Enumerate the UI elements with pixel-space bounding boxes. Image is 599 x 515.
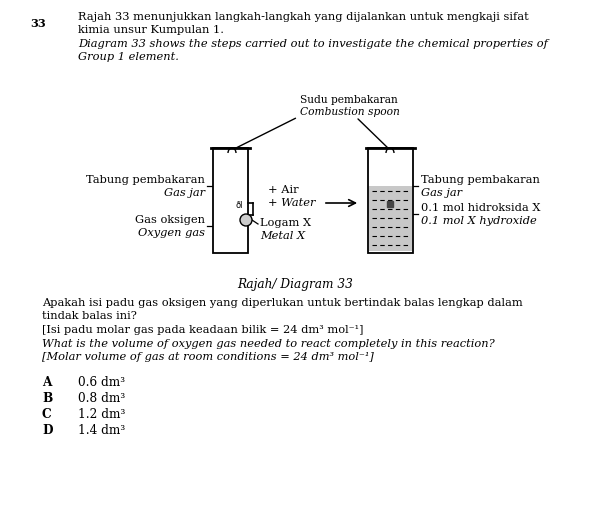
Text: Gas jar: Gas jar bbox=[421, 188, 462, 198]
Text: 33: 33 bbox=[30, 18, 46, 29]
Text: C: C bbox=[42, 408, 52, 421]
Text: 1.2 dm³: 1.2 dm³ bbox=[78, 408, 125, 421]
Text: Diagram 33 shows the steps carried out to investigate the chemical properties of: Diagram 33 shows the steps carried out t… bbox=[78, 39, 548, 49]
Text: Rajah/ Diagram 33: Rajah/ Diagram 33 bbox=[237, 278, 353, 291]
Text: Tabung pembakaran: Tabung pembakaran bbox=[421, 175, 540, 185]
Text: [Isi padu molar gas pada keadaan bilik = 24 dm³ mol⁻¹]: [Isi padu molar gas pada keadaan bilik =… bbox=[42, 325, 364, 335]
Text: Metal X: Metal X bbox=[260, 231, 305, 241]
Text: Gas oksigen: Gas oksigen bbox=[135, 215, 205, 225]
Text: B: B bbox=[42, 392, 52, 405]
Text: 0.6 dm³: 0.6 dm³ bbox=[78, 376, 125, 389]
Text: Tabung pembakaran: Tabung pembakaran bbox=[86, 175, 205, 185]
Text: 0.8 dm³: 0.8 dm³ bbox=[78, 392, 125, 405]
Text: D: D bbox=[42, 424, 53, 437]
Text: What is the volume of oxygen gas needed to react completely in this reaction?: What is the volume of oxygen gas needed … bbox=[42, 339, 495, 349]
Text: Logam X: Logam X bbox=[260, 218, 311, 228]
Text: + Air: + Air bbox=[268, 185, 299, 195]
Text: kimia unsur Kumpulan 1.: kimia unsur Kumpulan 1. bbox=[78, 25, 224, 35]
Text: 1.4 dm³: 1.4 dm³ bbox=[78, 424, 125, 437]
Bar bbox=[369, 186, 412, 251]
Circle shape bbox=[240, 214, 252, 226]
Text: Group 1 element.: Group 1 element. bbox=[78, 52, 179, 62]
Text: Oxygen gas: Oxygen gas bbox=[138, 228, 205, 238]
Text: Apakah isi padu gas oksigen yang diperlukan untuk bertindak balas lengkap dalam: Apakah isi padu gas oksigen yang diperlu… bbox=[42, 298, 523, 308]
Text: tindak balas ini?: tindak balas ini? bbox=[42, 311, 137, 321]
Text: Combustion spoon: Combustion spoon bbox=[300, 107, 400, 117]
Bar bbox=[368, 148, 413, 253]
Text: Sudu pembakaran: Sudu pembakaran bbox=[300, 95, 398, 105]
Text: A: A bbox=[42, 376, 52, 389]
Text: [Molar volume of gas at room conditions = 24 dm³ mol⁻¹]: [Molar volume of gas at room conditions … bbox=[42, 352, 374, 362]
Text: Gas jar: Gas jar bbox=[164, 188, 205, 198]
Text: ðl: ðl bbox=[235, 201, 243, 211]
Text: 0.1 mol X hydroxide: 0.1 mol X hydroxide bbox=[421, 216, 537, 226]
Text: Rajah 33 menunjukkan langkah-langkah yang dijalankan untuk mengkaji sifat: Rajah 33 menunjukkan langkah-langkah yan… bbox=[78, 12, 529, 22]
Text: 0.1 mol hidroksida X: 0.1 mol hidroksida X bbox=[421, 203, 540, 213]
Text: + Water: + Water bbox=[268, 198, 316, 208]
Bar bbox=[213, 148, 248, 253]
